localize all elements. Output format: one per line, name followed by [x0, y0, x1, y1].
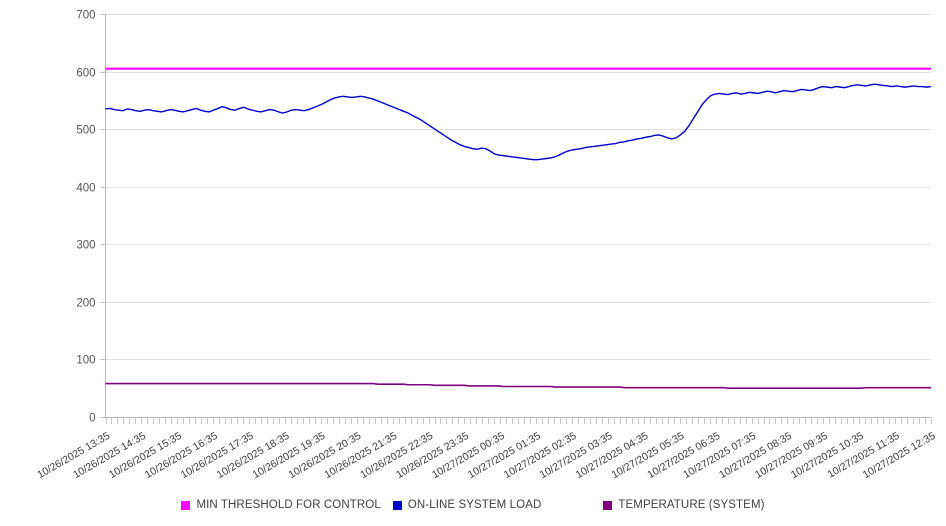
y-axis-tick-label: 200 — [76, 298, 95, 310]
y-axis-tick-label: 600 — [76, 68, 95, 80]
axis-layer — [100, 14, 932, 424]
legend-swatch-temperature — [603, 500, 613, 510]
y-axis-tick-label: 500 — [76, 125, 95, 137]
y-axis-tick-labels: 0 100 200 300 400 500 600 700 — [76, 10, 95, 425]
legend-label-min-threshold: MIN THRESHOLD FOR CONTROL — [196, 499, 381, 511]
y-axis-tick-label: 300 — [76, 240, 95, 252]
series-line-online-system-load — [105, 83, 932, 161]
chart-legend: MIN THRESHOLD FOR CONTROL ON-LINE SYSTEM… — [0, 494, 946, 516]
legend-item-temperature[interactable]: TEMPERATURE (SYSTEM) — [603, 499, 764, 511]
legend-swatch-min-threshold — [181, 500, 191, 510]
y-axis-tick-label: 400 — [76, 183, 95, 195]
legend-label-temperature: TEMPERATURE (SYSTEM) — [618, 499, 765, 511]
series-line-temperature — [105, 382, 931, 390]
legend-label-online-system-load: ON-LINE SYSTEM LOAD — [407, 499, 542, 511]
legend-item-min-threshold[interactable]: MIN THRESHOLD FOR CONTROL — [181, 499, 381, 511]
legend-item-online-system-load[interactable]: ON-LINE SYSTEM LOAD — [392, 499, 542, 511]
legend-swatch-online-system-load — [392, 500, 402, 510]
y-axis-tick-label: 700 — [76, 10, 95, 22]
y-axis-tick-label: 100 — [76, 355, 95, 367]
grid-layer — [105, 14, 931, 360]
series-layer — [105, 67, 932, 390]
y-axis-tick-label: 0 — [89, 413, 95, 425]
